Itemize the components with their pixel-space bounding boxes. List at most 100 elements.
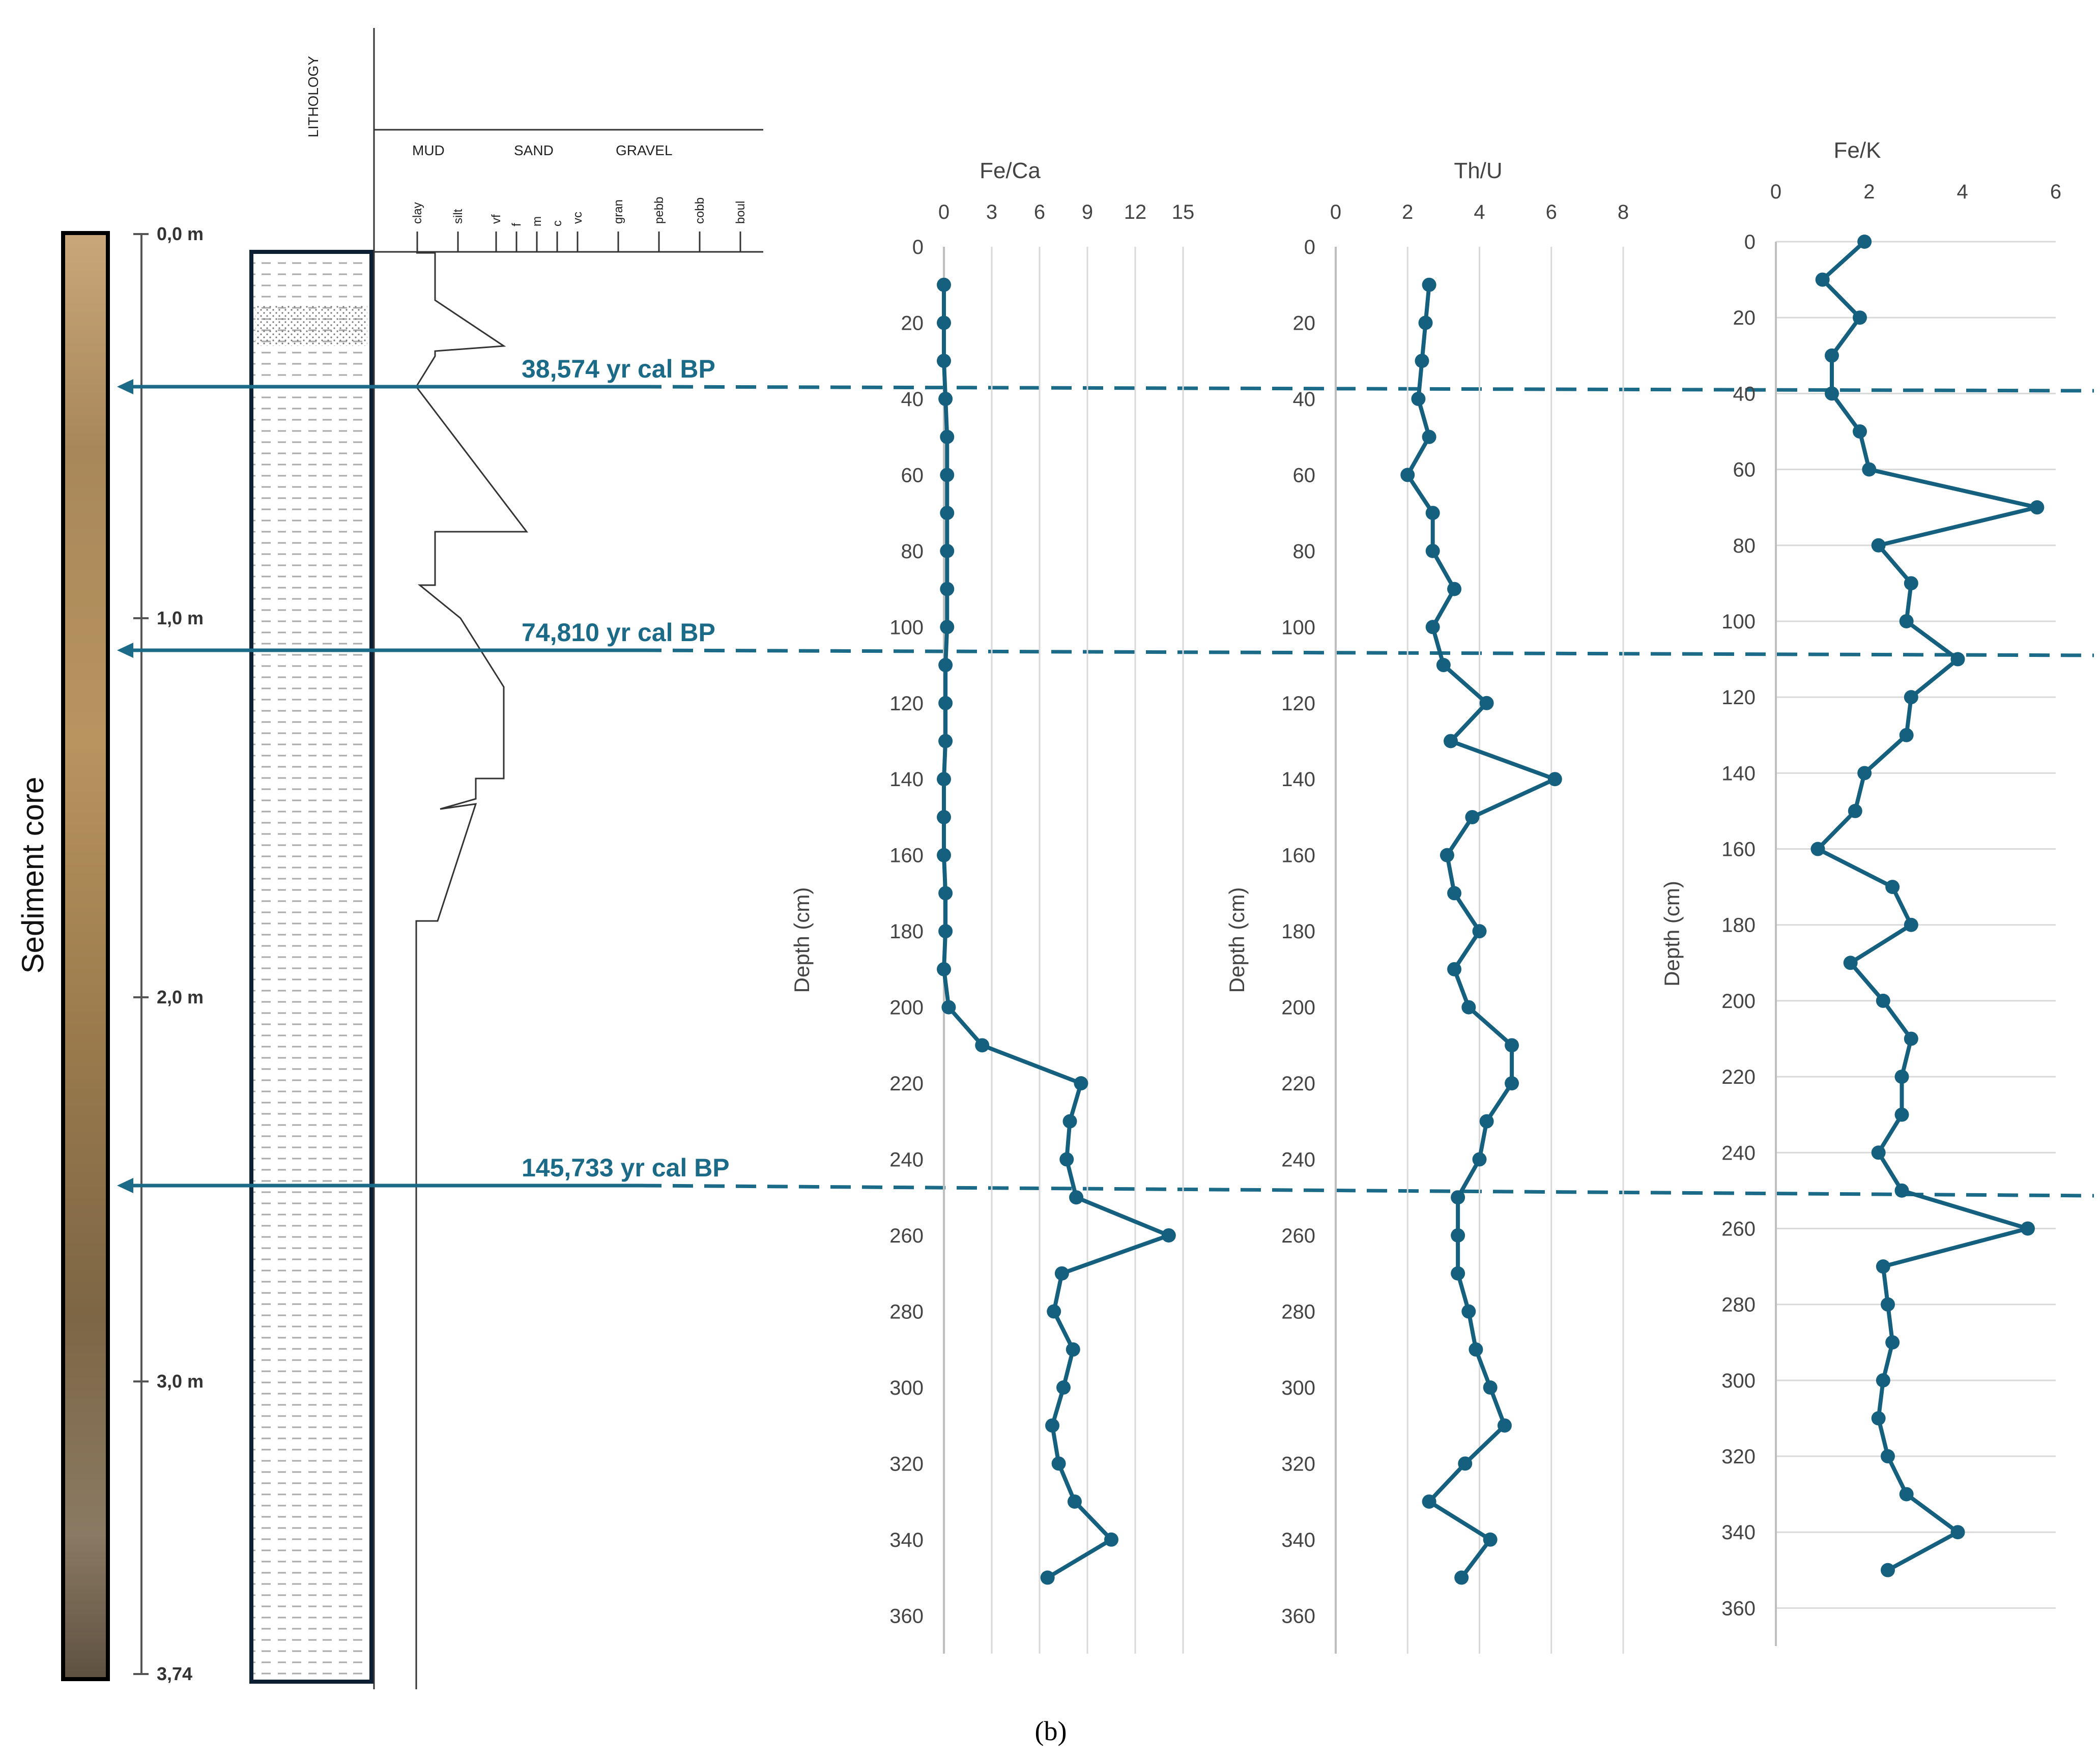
x-tick-label: 6	[1546, 201, 1557, 223]
data-point	[938, 886, 953, 901]
y-tick-label: 160	[1281, 845, 1315, 867]
grain-tick-label: boul	[734, 201, 747, 224]
data-point	[1418, 315, 1433, 330]
data-point	[1899, 614, 1914, 628]
y-tick-label: 260	[1721, 1218, 1756, 1240]
data-point	[937, 354, 951, 368]
data-point	[940, 429, 955, 444]
chart-2: Fe/K0 2 4 602040608010012014016018020022024…	[1660, 138, 2061, 1646]
y-tick-label: 80	[1293, 540, 1316, 563]
data-point	[1040, 1570, 1055, 1585]
lithology-groups: MUD SAND GRAVEL	[412, 142, 673, 158]
data-point	[938, 658, 953, 673]
grain-tick-label: vc	[571, 212, 585, 224]
data-point	[1056, 1380, 1071, 1395]
data-point	[1400, 468, 1415, 482]
data-point	[937, 315, 951, 330]
data-point	[941, 1000, 956, 1015]
y-tick-label: 40	[1293, 388, 1316, 411]
data-point	[1062, 1114, 1077, 1129]
data-point	[1505, 1038, 1519, 1053]
data-point	[1425, 506, 1440, 521]
data-point	[1436, 658, 1451, 673]
data-point	[940, 543, 955, 558]
data-point	[1461, 1304, 1476, 1319]
data-point	[1425, 543, 1440, 558]
data-point	[1857, 235, 1872, 249]
y-tick-label: 360	[889, 1605, 924, 1627]
data-point	[938, 391, 953, 406]
x-tick-label: 4	[1474, 201, 1485, 223]
data-point	[937, 810, 951, 824]
date-label: 38,574 yr cal BP	[522, 355, 715, 383]
data-point	[1853, 310, 1867, 325]
data-point	[1104, 1532, 1118, 1547]
data-point	[2030, 500, 2045, 515]
chart-title: Th/U	[1454, 158, 1502, 183]
data-point	[1479, 696, 1494, 710]
data-point	[1465, 810, 1480, 824]
y-tick-label: 280	[1281, 1301, 1315, 1323]
data-point	[1894, 1107, 1909, 1122]
data-point	[1444, 734, 1458, 748]
data-point	[938, 734, 953, 748]
data-point	[1161, 1228, 1176, 1243]
core-tick-label: 2,0 m	[157, 987, 204, 1007]
data-point	[1461, 1000, 1476, 1015]
data-point	[1857, 766, 1872, 781]
y-tick-label: 200	[1721, 990, 1756, 1013]
data-point	[1447, 886, 1462, 901]
date-label: 74,810 yr cal BP	[522, 618, 715, 647]
data-point	[2021, 1221, 2035, 1236]
y-tick-label: 320	[1721, 1446, 1756, 1468]
y-tick-label: 80	[1733, 535, 1756, 557]
y-tick-label: 20	[1293, 312, 1316, 334]
x-tick-label: 0	[1330, 201, 1341, 223]
y-tick-label: 260	[1281, 1225, 1315, 1247]
chart-1: Th/U0 2 4 6 80204060801001201401601802002202…	[1225, 158, 1629, 1654]
x-tick-label: 2	[1402, 201, 1413, 223]
data-point	[1881, 1449, 1895, 1464]
y-tick-label: 320	[1281, 1453, 1315, 1475]
y-tick-label: 340	[1721, 1521, 1756, 1544]
x-tick-label: 6	[1034, 201, 1045, 223]
date-arrow-head	[117, 379, 133, 394]
lithology-column	[249, 250, 373, 1684]
core-label: Sediment core	[16, 777, 50, 974]
data-point	[937, 772, 951, 787]
y-tick-label: 240	[1721, 1142, 1756, 1164]
data-point	[1051, 1456, 1066, 1471]
grain-tick-label: clay	[411, 202, 424, 224]
data-point	[1059, 1152, 1074, 1167]
y-axis-label: Depth (cm)	[1225, 887, 1249, 993]
geochem-charts: Fe/Ca0 3 6 9 12 15020406080100120140160180200…	[790, 138, 2061, 1654]
y-tick-label: 0	[1304, 236, 1315, 258]
data-point	[1904, 1031, 1918, 1046]
grain-tick-label: c	[551, 220, 564, 226]
grain-tick-label: silt	[451, 209, 465, 224]
data-point	[1904, 917, 1918, 932]
data-point	[1472, 924, 1487, 939]
x-tick-label: 0	[938, 201, 950, 223]
data-point	[1479, 1114, 1494, 1129]
grain-size-profile	[415, 252, 529, 1689]
y-tick-label: 140	[1281, 768, 1315, 791]
data-point	[1472, 1152, 1487, 1167]
y-tick-label: 200	[889, 997, 924, 1019]
y-tick-label: 360	[1721, 1597, 1756, 1620]
data-point	[1894, 1070, 1909, 1084]
lithology-sand-bed	[255, 305, 367, 346]
y-tick-label: 140	[1721, 762, 1756, 785]
data-point	[1458, 1456, 1473, 1471]
y-tick-label: 240	[1281, 1149, 1315, 1171]
grain-size-ticks: clay silt vf f m c vc gran pebb cobb boul	[411, 197, 747, 252]
data-point	[1422, 277, 1436, 292]
group-label-sand: SAND	[514, 142, 554, 158]
data-point	[1415, 354, 1429, 368]
data-point	[1862, 462, 1877, 477]
x-tick-label: 0	[1770, 181, 1781, 203]
data-point	[1451, 1266, 1465, 1281]
y-tick-label: 280	[889, 1301, 924, 1323]
data-point	[1853, 424, 1867, 439]
data-point	[1881, 1297, 1895, 1312]
